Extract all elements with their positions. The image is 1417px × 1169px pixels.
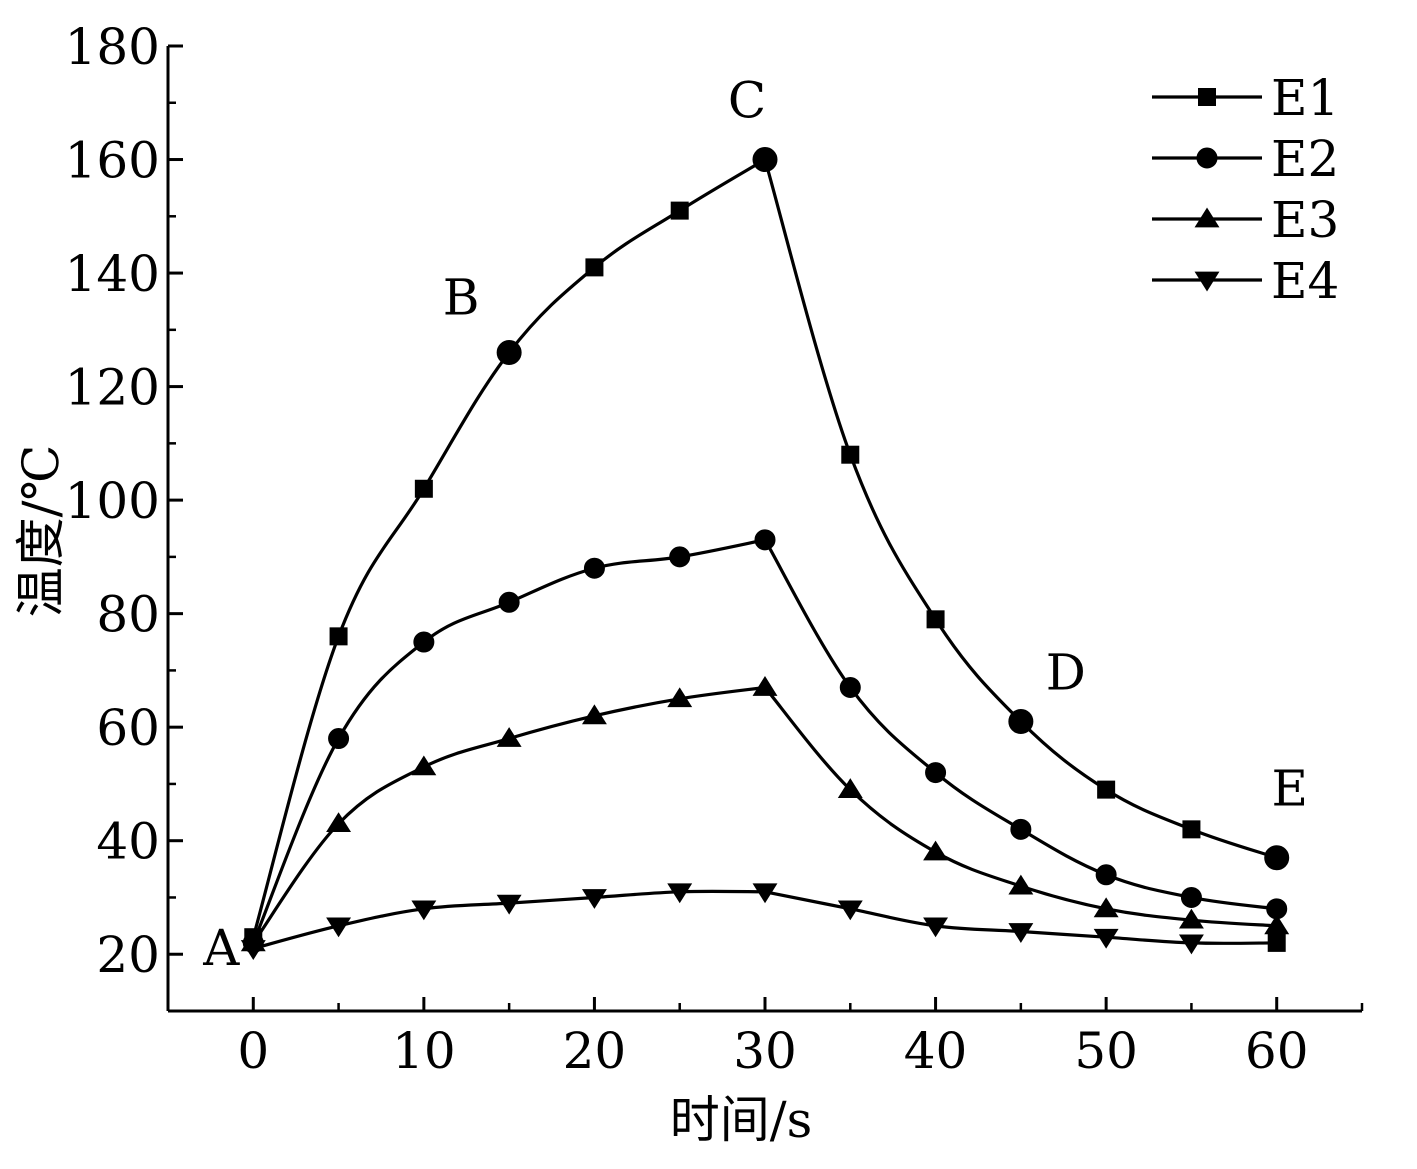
data-point-e3: [1264, 914, 1290, 935]
data-point-e1: [329, 627, 348, 646]
data-point-e1: [841, 445, 860, 464]
data-point-e2: [1180, 886, 1202, 908]
data-point-e4: [1008, 923, 1034, 943]
legend-label: E2: [1271, 130, 1339, 188]
data-point-e1: [1264, 845, 1290, 871]
series-line-rise: [251, 158, 766, 938]
series-e2: [242, 529, 1288, 954]
y-axis-title: 温度/℃: [12, 445, 70, 618]
data-point-e3: [752, 676, 778, 696]
data-point-e3: [581, 704, 607, 725]
y-tick-label: 20: [96, 926, 160, 984]
data-point-e2: [754, 529, 776, 551]
data-point-e4: [496, 894, 522, 915]
data-point-e1: [1008, 709, 1034, 734]
data-point-e2: [1095, 864, 1117, 886]
y-tick-label: 120: [65, 359, 160, 417]
x-tick-label: 10: [392, 1022, 456, 1080]
legend-label: E4: [1271, 252, 1339, 310]
data-series: [240, 147, 1290, 960]
legend-marker: [1196, 147, 1218, 169]
data-point-e2: [498, 591, 520, 613]
data-point-e3: [1093, 897, 1119, 918]
data-point-e3: [667, 687, 693, 708]
x-tick-label: 20: [563, 1022, 627, 1080]
data-point-e2: [925, 762, 947, 784]
data-point-e2: [328, 728, 350, 750]
x-tick-label: 30: [733, 1022, 797, 1080]
data-point-e2: [413, 631, 435, 653]
x-tick-label: 50: [1074, 1022, 1138, 1080]
y-tick-label: 100: [65, 472, 160, 530]
annotation-e: E: [1271, 760, 1308, 818]
legend-label: E3: [1271, 191, 1339, 249]
data-point-e4: [667, 883, 693, 904]
data-point-e1: [1182, 820, 1201, 839]
x-axis-title: 时间/s: [670, 1091, 813, 1149]
y-tick-label: 140: [65, 245, 160, 303]
series-e3: [240, 676, 1290, 952]
data-point-e3: [837, 778, 863, 798]
series-e1: [244, 147, 1290, 947]
data-point-e3: [326, 812, 352, 833]
legend-item-e4: E4: [1152, 252, 1339, 310]
legend-marker: [1198, 88, 1216, 106]
axes: [166, 46, 1362, 1013]
data-point-e4: [1093, 928, 1119, 949]
data-point-e4: [581, 889, 607, 909]
data-point-e3: [923, 840, 949, 861]
data-point-e3: [496, 727, 522, 747]
data-point-e4: [752, 883, 778, 904]
data-point-e1: [585, 258, 604, 277]
y-tick-label: 160: [65, 132, 160, 190]
legend-label: E1: [1271, 69, 1339, 127]
series-e4: [240, 883, 1286, 960]
data-point-e4: [240, 940, 266, 960]
data-point-e1: [1097, 780, 1116, 799]
data-point-e4: [837, 900, 863, 921]
data-point-e2: [583, 557, 605, 579]
data-point-e3: [1178, 908, 1204, 929]
annotation-d: D: [1046, 644, 1086, 702]
y-tick-label: 60: [96, 699, 160, 757]
data-point-e1: [496, 340, 522, 366]
data-point-e4: [411, 900, 437, 921]
data-point-e4: [1267, 933, 1286, 952]
data-point-e1: [670, 201, 689, 220]
y-tick-label: 40: [96, 813, 160, 871]
data-point-e4: [1178, 934, 1204, 955]
axis-ticks: 0 10 20 30 40 50 60 20 40 60 80 100 120 140 160 180: [65, 18, 1364, 1080]
data-point-e2: [839, 676, 861, 698]
legend-item-e3: E3: [1152, 191, 1339, 249]
x-tick-label: 0: [237, 1022, 269, 1080]
data-point-e1: [926, 610, 945, 629]
legend-item-e2: E2: [1152, 130, 1339, 188]
data-point-e4: [923, 917, 949, 938]
data-point-e1: [414, 479, 433, 498]
data-point-e3: [1008, 874, 1034, 895]
legend-marker: [1194, 271, 1220, 292]
annotation-a: A: [202, 919, 240, 977]
annotation-c: C: [728, 72, 766, 130]
data-point-e2: [669, 546, 691, 568]
annotation-b: B: [443, 269, 480, 327]
x-tick-label: 60: [1245, 1022, 1309, 1080]
data-point-e1: [752, 147, 778, 173]
legend-item-e1: E1: [1152, 69, 1339, 127]
data-point-e3: [411, 755, 437, 776]
legend-marker: [1194, 207, 1220, 228]
data-point-e2: [1010, 818, 1032, 840]
data-point-e4: [326, 917, 352, 938]
x-tick-label: 40: [904, 1022, 968, 1080]
y-tick-label: 180: [65, 18, 160, 76]
y-tick-label: 80: [96, 586, 160, 644]
point-annotations: A B C D E: [202, 72, 1308, 977]
series-line-fall: [763, 159, 1278, 860]
